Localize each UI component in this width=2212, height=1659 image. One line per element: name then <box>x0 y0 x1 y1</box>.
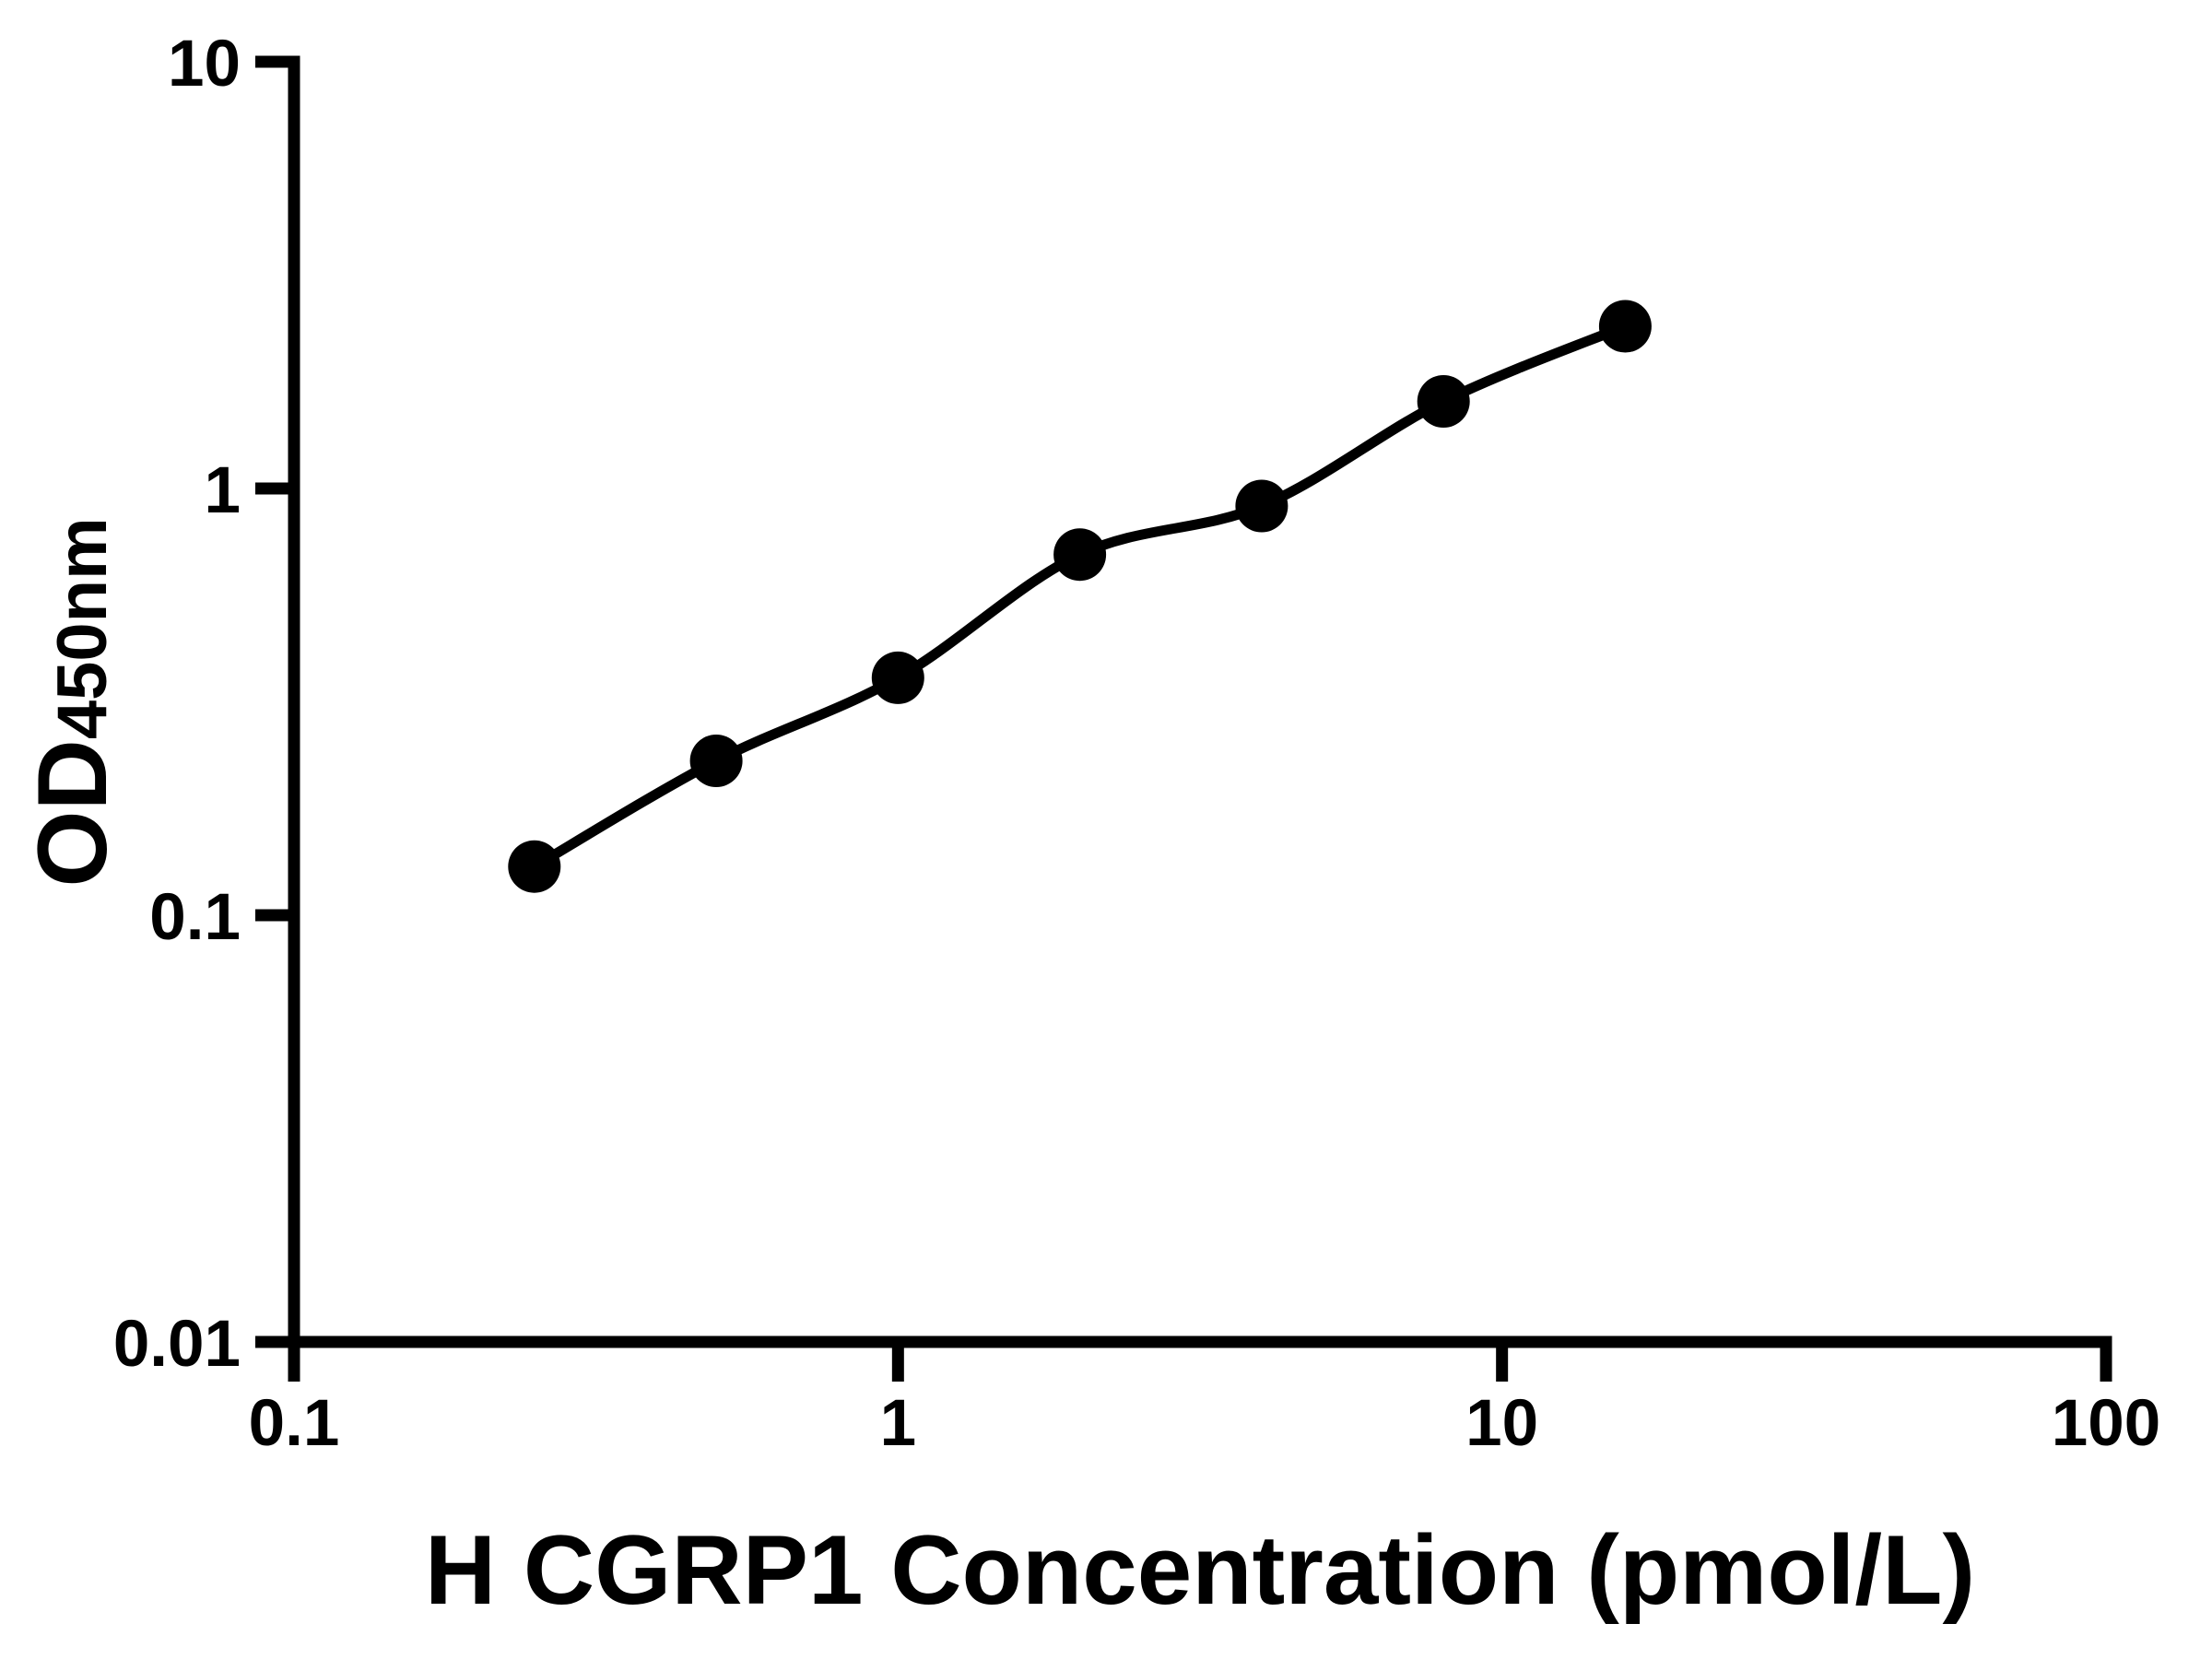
data-point-marker <box>1235 479 1288 533</box>
data-point-marker <box>508 840 561 893</box>
y-axis-tick-label: 1 <box>205 454 241 527</box>
data-point-marker <box>689 735 743 787</box>
y-axis-tick-label: 0.01 <box>113 1308 241 1381</box>
y-axis-tick-label: 0.1 <box>149 881 241 954</box>
data-point-marker <box>1053 528 1107 582</box>
y-axis-title: OD450nm <box>17 517 127 887</box>
x-axis-tick-label: 1 <box>880 1387 917 1460</box>
data-point-marker <box>871 651 924 704</box>
x-axis-tick-label: 0.1 <box>249 1387 340 1460</box>
data-point-marker <box>1417 375 1470 428</box>
series-layer <box>508 300 1652 893</box>
x-axis-tick-label: 10 <box>1465 1387 1538 1460</box>
y-axis-title-main: OD <box>17 739 127 888</box>
y-axis-tick-label: 10 <box>168 28 241 100</box>
y-axis-title-sub: 450nm <box>43 517 122 739</box>
x-axis-title: H CGRP1 Concentration (pmol/L) <box>425 1514 1975 1625</box>
x-axis-tick-label: 100 <box>2052 1387 2160 1460</box>
data-point-marker <box>1598 300 1652 353</box>
